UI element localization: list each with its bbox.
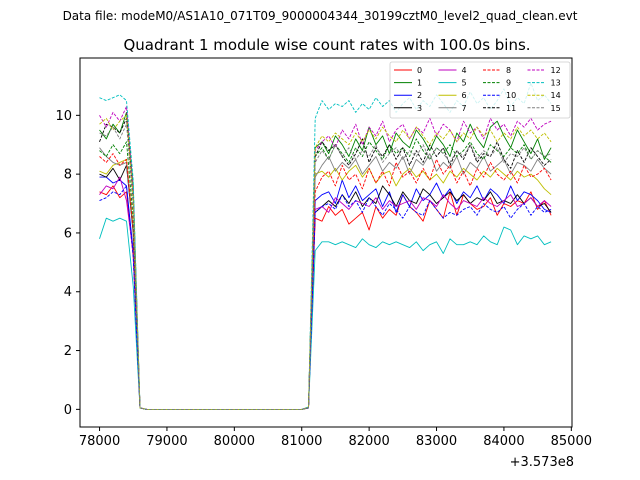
x-tick-label-5: 83000 — [416, 434, 457, 449]
legend-label-1: 1 — [417, 79, 422, 88]
y-tick-label-2: 4 — [64, 285, 72, 300]
plot-area: 78000 79000 80000 81000 82000 83000 84000 85000… — [55, 57, 592, 449]
x-tick-label-0: 78000 — [79, 434, 120, 449]
chart-title: Quadrant 1 module wise count rates with … — [123, 36, 530, 54]
x-tick-label-1: 79000 — [146, 434, 187, 449]
x-tick-label-7: 85000 — [551, 434, 592, 449]
legend-label-3: 3 — [417, 104, 422, 113]
legend-label-15: 15 — [551, 104, 561, 113]
x-offset-label: +3.573e8 — [510, 455, 574, 470]
series-line-15 — [99, 123, 552, 410]
y-tick-label-0: 0 — [64, 403, 72, 418]
legend-label-5: 5 — [462, 79, 467, 88]
legend-label-2: 2 — [417, 91, 422, 100]
legend-label-10: 10 — [506, 91, 516, 100]
y-tick-label-5: 10 — [55, 109, 72, 124]
x-tick-label-2: 80000 — [214, 434, 255, 449]
y-tick-label-4: 8 — [64, 168, 72, 183]
legend-label-4: 4 — [462, 66, 467, 75]
y-tick-label-1: 2 — [64, 344, 72, 359]
legend-label-14: 14 — [551, 91, 561, 100]
axes-ticks: 78000 79000 80000 81000 82000 83000 84000 85000… — [55, 109, 592, 449]
y-tick-label-3: 6 — [64, 226, 72, 241]
legend-label-7: 7 — [462, 104, 467, 113]
x-tick-label-3: 81000 — [281, 434, 322, 449]
plot-frame — [79, 57, 573, 428]
x-tick-label-4: 82000 — [348, 434, 389, 449]
legend-label-6: 6 — [462, 91, 467, 100]
legend-label-13: 13 — [551, 79, 561, 88]
legend-label-12: 12 — [551, 66, 561, 75]
legend-label-9: 9 — [506, 79, 511, 88]
legend-box — [389, 61, 571, 119]
legend-label-11: 11 — [506, 104, 516, 113]
suptitle: Data file: modeM0/AS1A10_071T09_90000043… — [63, 9, 578, 23]
x-tick-label-6: 84000 — [483, 434, 524, 449]
legend-label-0: 0 — [417, 66, 422, 75]
series-lines — [99, 82, 552, 410]
legend-label-8: 8 — [506, 66, 511, 75]
